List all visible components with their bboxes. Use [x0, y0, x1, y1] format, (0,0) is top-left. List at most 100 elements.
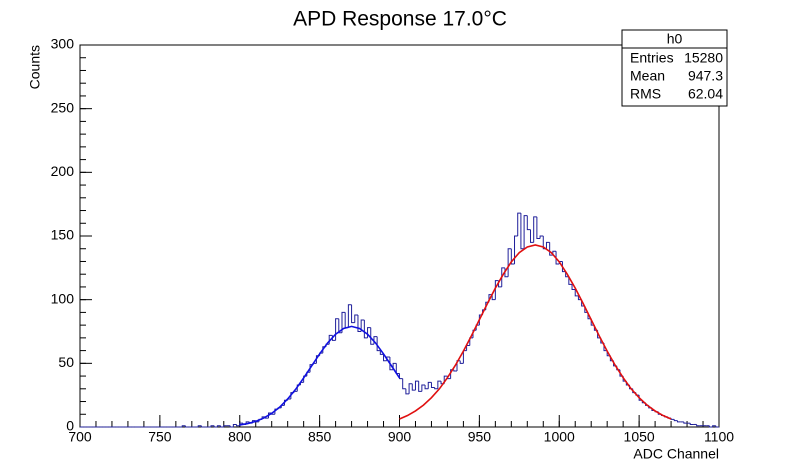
histogram-bin	[514, 235, 518, 265]
histogram-bin	[670, 418, 675, 420]
histogram-bin	[421, 384, 426, 392]
histogram-bin	[229, 425, 234, 428]
histogram-bin	[389, 356, 394, 371]
x-tick-label: 1000	[544, 429, 575, 445]
x-tick-label: 800	[228, 429, 252, 445]
y-tick-label: 250	[51, 99, 75, 115]
histogram-bin	[517, 212, 521, 236]
histogram-bin	[466, 345, 470, 351]
histogram-bin	[213, 425, 218, 428]
histogram-bin	[408, 383, 413, 394]
histogram-bin	[526, 215, 531, 231]
histogram-bin	[236, 424, 240, 427]
histogram-bin	[379, 350, 384, 355]
histogram-bin	[216, 425, 221, 427]
histogram-bin	[424, 384, 429, 390]
histogram-bin	[200, 425, 205, 428]
histogram-bin	[437, 380, 442, 389]
histogram-bin	[184, 425, 189, 428]
histogram-bin	[676, 420, 681, 423]
histogram-bin	[399, 373, 403, 380]
histogram-bin	[533, 216, 537, 243]
y-tick-label: 200	[51, 163, 75, 179]
histogram-bin	[539, 235, 544, 239]
histogram-bin	[453, 369, 458, 372]
histogram-bin	[536, 216, 541, 240]
stats-label: Entries	[630, 50, 674, 66]
fit-curve	[239, 325, 401, 426]
histogram-bin	[494, 280, 499, 300]
histogram-bin	[232, 423, 237, 427]
y-tick-label: 150	[51, 227, 75, 243]
histogram-bin	[395, 363, 400, 375]
histogram-bin	[696, 424, 700, 427]
stats-value: 947.3	[688, 68, 723, 84]
histogram-bin	[402, 378, 406, 390]
histogram-bin	[683, 421, 688, 424]
histogram-bin	[491, 294, 496, 301]
histogram-bin	[418, 381, 422, 392]
histogram-bin	[708, 425, 713, 428]
x-tick-label: 1100	[704, 429, 734, 445]
histogram-bin	[220, 425, 224, 428]
histogram-bin	[405, 388, 410, 395]
histogram-bin	[555, 251, 560, 265]
histogram-bin	[370, 327, 374, 345]
fit-curve	[399, 244, 672, 420]
histogram-bin	[715, 425, 719, 428]
stats-label: Mean	[630, 68, 665, 84]
stats-box	[621, 29, 728, 107]
histogram-bin	[210, 425, 215, 427]
histogram-bin	[354, 314, 358, 323]
y-tick-label: 50	[58, 354, 74, 370]
histogram-bin	[430, 382, 435, 389]
chart-title: APD Response 17.0°C	[293, 8, 507, 31]
y-tick-label: 300	[51, 36, 75, 52]
x-tick-label: 750	[148, 429, 172, 445]
histogram-bin	[357, 314, 362, 332]
histogram-bin	[459, 360, 464, 364]
stats-value: 62.04	[688, 86, 723, 102]
x-tick-label: 850	[308, 429, 332, 445]
y-tick-label: 0	[66, 418, 74, 434]
x-axis-label: ADC Channel	[633, 446, 719, 462]
x-tick-label: 950	[468, 429, 492, 445]
histogram-bin	[520, 213, 525, 250]
histogram-bin	[549, 242, 553, 256]
histogram-bin	[712, 425, 716, 427]
histogram-bin	[673, 419, 678, 422]
x-tick-label: 900	[388, 429, 412, 445]
histogram-bin	[689, 423, 694, 425]
histogram-bin	[574, 289, 579, 297]
histogram-bin	[571, 284, 576, 290]
histogram-bin	[523, 215, 528, 249]
x-tick-label: 700	[68, 429, 92, 445]
histogram-bin	[561, 261, 566, 273]
histogram-bin	[427, 381, 432, 389]
histogram-bin	[529, 229, 534, 243]
histogram-bin	[568, 276, 573, 285]
histogram-bin	[414, 380, 419, 391]
histogram-bin	[363, 320, 368, 339]
histogram-bin	[347, 304, 352, 328]
histogram-bin	[462, 350, 467, 364]
histogram-bin	[383, 354, 387, 362]
histogram-bin	[181, 425, 186, 427]
y-tick-label: 100	[51, 290, 75, 306]
histogram-bin	[223, 425, 227, 427]
y-axis-label: Counts	[27, 45, 43, 89]
histogram-bin	[411, 383, 416, 391]
histogram-bin	[434, 387, 438, 390]
stats-label: RMS	[630, 86, 661, 102]
histogram-bin	[341, 311, 346, 333]
histogram-bin	[501, 267, 505, 287]
histogram-bin	[545, 241, 550, 249]
x-tick-label: 1050	[624, 429, 655, 445]
histogram-bin	[472, 329, 477, 338]
histogram-bin	[360, 319, 365, 332]
stats-value: 15280	[684, 50, 723, 66]
stats-title: h0	[667, 31, 683, 47]
histogram-bin	[565, 271, 569, 278]
histogram-bin	[268, 412, 272, 419]
